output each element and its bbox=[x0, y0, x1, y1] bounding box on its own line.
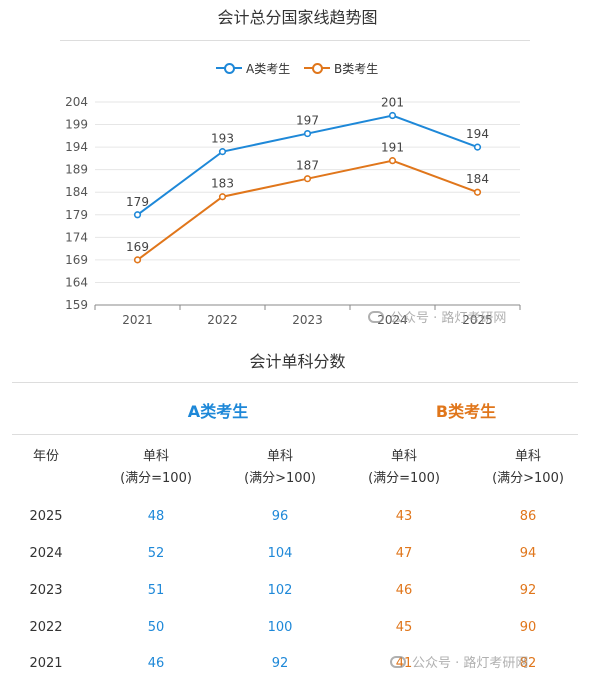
y-tick-label: 179 bbox=[65, 208, 88, 222]
table-cell-b1: 46 bbox=[395, 583, 413, 598]
legend-item-b[interactable]: B类考生 bbox=[304, 58, 378, 78]
data-point bbox=[303, 175, 312, 183]
data-label: 194 bbox=[466, 127, 489, 141]
x-tick-label: 2022 bbox=[207, 313, 238, 327]
legend-marker-a bbox=[216, 62, 242, 74]
year-header: 年份 bbox=[32, 449, 60, 464]
table-watermark: 公众号 · 路灯考研网 bbox=[390, 652, 528, 671]
data-point bbox=[133, 211, 142, 219]
y-tick-label: 184 bbox=[65, 185, 88, 199]
y-tick-label: 204 bbox=[65, 95, 88, 109]
data-label: 169 bbox=[126, 240, 149, 254]
data-label: 184 bbox=[466, 172, 489, 186]
table-cell-b2: 86 bbox=[519, 509, 537, 524]
data-label: 179 bbox=[126, 195, 149, 209]
wechat-icon bbox=[390, 655, 406, 668]
data-label: 183 bbox=[211, 177, 234, 191]
data-point bbox=[133, 256, 142, 264]
table-cell-a1: 48 bbox=[147, 509, 165, 524]
column-header-a2-line1: 单科 bbox=[266, 449, 294, 464]
table-cell-b1: 45 bbox=[395, 620, 413, 635]
data-point bbox=[218, 148, 227, 156]
column-header-a2: 单科 (满分>100) bbox=[244, 446, 316, 490]
column-header-b1-line2: (满分=100) bbox=[368, 471, 440, 486]
chart-watermark: 公众号 · 路灯考研网 bbox=[368, 307, 506, 326]
column-header-b2-line1: 单科 bbox=[514, 449, 542, 464]
column-header-a1-line1: 单科 bbox=[142, 449, 170, 464]
y-tick-label: 194 bbox=[65, 140, 88, 154]
group-label-a: A类考生 bbox=[187, 402, 249, 421]
column-header-a2-line2: (满分>100) bbox=[244, 471, 316, 486]
table-cell-b1: 43 bbox=[395, 509, 413, 524]
table-cell-a1: 52 bbox=[147, 546, 165, 561]
legend-item-a[interactable]: A类考生 bbox=[216, 58, 290, 78]
table-top-divider bbox=[12, 382, 578, 383]
data-label: 191 bbox=[381, 141, 404, 155]
table-cell-a1: 46 bbox=[147, 656, 165, 671]
data-label: 197 bbox=[296, 114, 319, 128]
group-label-b: B类考生 bbox=[435, 402, 497, 421]
table-row-year: 2023 bbox=[29, 583, 63, 598]
column-header-b1: 单科 (满分=100) bbox=[368, 446, 440, 490]
legend-marker-b bbox=[304, 62, 330, 74]
y-tick-label: 159 bbox=[65, 298, 88, 312]
x-tick-label: 2024 bbox=[377, 313, 408, 327]
data-point bbox=[388, 111, 397, 120]
table-title: 会计单科分数 bbox=[249, 352, 346, 371]
column-header-b1-line1: 单科 bbox=[390, 449, 418, 464]
x-tick-label: 2021 bbox=[122, 313, 153, 327]
table-cell-b2: 94 bbox=[519, 546, 537, 561]
y-tick-label: 169 bbox=[65, 253, 88, 267]
data-point bbox=[473, 143, 482, 151]
table-cell-a2: 104 bbox=[267, 546, 293, 561]
data-point bbox=[388, 157, 397, 165]
table-cell-b1: 47 bbox=[395, 546, 413, 561]
table-row-year: 2024 bbox=[29, 546, 63, 561]
column-header-b2: 单科 (满分>100) bbox=[492, 446, 564, 490]
table-header-divider bbox=[12, 434, 578, 435]
data-label: 187 bbox=[296, 159, 319, 173]
table-cell-b2: 90 bbox=[519, 620, 537, 635]
table-watermark-text: 公众号 · 路灯考研网 bbox=[412, 656, 529, 671]
table-cell-a1: 50 bbox=[147, 620, 165, 635]
data-point bbox=[473, 188, 482, 196]
table-cell-a1: 51 bbox=[147, 583, 165, 598]
y-tick-label: 199 bbox=[65, 118, 88, 132]
y-tick-label: 174 bbox=[65, 230, 88, 244]
table-cell-a2: 100 bbox=[267, 620, 293, 635]
table-cell-a2: 102 bbox=[267, 583, 293, 598]
column-header-a1: 单科 (满分=100) bbox=[120, 446, 192, 490]
chart-legend: A类考生 B类考生 bbox=[0, 58, 595, 78]
table-cell-b2: 92 bbox=[519, 583, 537, 598]
table-cell-a2: 96 bbox=[271, 509, 289, 524]
column-header-b2-line2: (满分>100) bbox=[492, 471, 564, 486]
table-row-year: 2021 bbox=[29, 656, 63, 671]
data-point bbox=[218, 193, 227, 201]
x-tick-label: 2025 bbox=[462, 313, 493, 327]
legend-label-b: B类考生 bbox=[334, 61, 379, 76]
wechat-icon bbox=[368, 310, 384, 323]
data-label: 193 bbox=[211, 132, 234, 146]
column-header-a1-line2: (满分=100) bbox=[120, 471, 192, 486]
line-chart: 204 199 194 189 184 179 174 169 164 159 2021 2022 20… bbox=[65, 95, 521, 327]
chart-watermark-text: 公众号 · 路灯考研网 bbox=[390, 311, 507, 326]
data-point bbox=[303, 129, 312, 138]
table-cell-a2: 92 bbox=[271, 656, 289, 671]
table-row-year: 2025 bbox=[29, 509, 63, 524]
chart-title: 会计总分国家线趋势图 bbox=[217, 8, 378, 27]
chart-title-divider bbox=[60, 40, 530, 41]
table-row-year: 2022 bbox=[29, 620, 63, 635]
legend-label-a: A类考生 bbox=[246, 61, 291, 76]
y-tick-label: 189 bbox=[65, 163, 88, 177]
x-tick-label: 2023 bbox=[292, 313, 323, 327]
data-label: 201 bbox=[381, 96, 404, 110]
y-tick-label: 164 bbox=[65, 275, 88, 289]
table-cell-b2: 82 bbox=[519, 656, 537, 671]
